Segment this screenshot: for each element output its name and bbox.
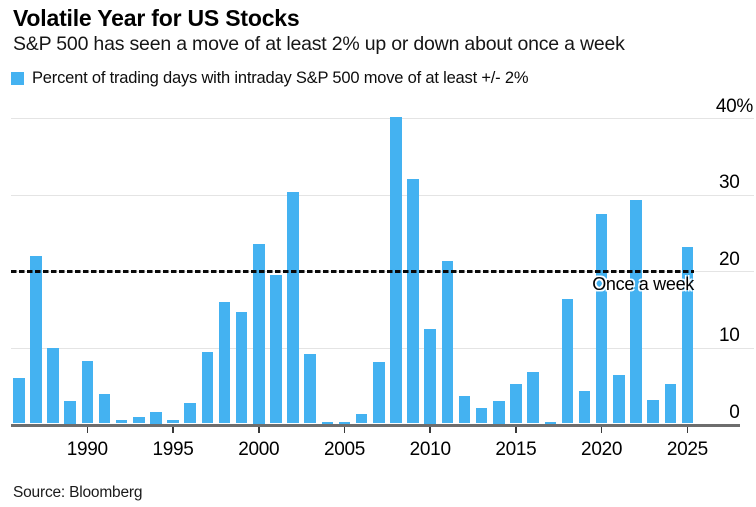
x-axis-line: [11, 423, 740, 427]
x-tick-2015: [515, 426, 517, 433]
bar-2014: [493, 400, 505, 424]
bar-1994: [150, 412, 162, 424]
x-axis-label-1995: 1995: [152, 438, 194, 460]
bar-1997: [201, 352, 214, 424]
threshold-label: Once a week: [592, 274, 694, 294]
legend: Percent of trading days with intraday S&…: [11, 69, 529, 88]
bar-2022: [630, 199, 642, 424]
bar-2001: [270, 274, 282, 424]
x-axis-label-2015: 2015: [495, 438, 537, 460]
bar-1986: [13, 378, 25, 424]
x-tick-2020: [600, 426, 603, 433]
page-title: Volatile Year for US Stocks: [13, 5, 300, 31]
x-tick-2000: [258, 426, 260, 433]
bar-2015: [510, 384, 522, 424]
bar-2004: [321, 422, 334, 424]
bar-2020: [595, 214, 608, 424]
bar-1987: [30, 255, 42, 424]
bar-1995: [167, 420, 179, 424]
bar-2019: [578, 390, 591, 424]
bar-1996: [184, 402, 196, 424]
bar-2011: [441, 261, 454, 424]
chart-subtitle: S&P 500 has seen a move of at least 2% u…: [13, 33, 625, 55]
x-tick-2025: [686, 426, 689, 433]
gridline-10: [11, 347, 754, 349]
bar-1991: [98, 393, 111, 424]
bar-2009: [407, 179, 419, 424]
source-text: Source: Bloomberg: [13, 484, 143, 501]
x-tick-1990: [86, 426, 88, 433]
y-axis-label-20: 20: [718, 248, 740, 270]
bar-2007: [373, 362, 385, 424]
x-axis-label-2025: 2025: [666, 438, 708, 460]
gridline-40: [11, 118, 754, 120]
x-axis-label-2020: 2020: [581, 438, 623, 460]
y-axis-label-0: 0: [729, 402, 740, 423]
bar-2002: [287, 192, 299, 424]
bar-2017: [544, 422, 556, 424]
y-axis-label-30: 30: [718, 172, 740, 194]
bar-1992: [115, 420, 128, 424]
bar-1998: [218, 301, 231, 424]
legend-swatch-icon: [11, 72, 24, 85]
bar-2012: [458, 395, 471, 424]
bar-2018: [561, 298, 574, 424]
y-axis-label-40: 40%: [715, 95, 753, 117]
x-tick-1995: [172, 426, 174, 433]
bar-2005: [338, 422, 351, 424]
bar-2010: [424, 328, 436, 424]
bar-2006: [355, 414, 368, 424]
once-a-week-threshold-line: [11, 270, 694, 273]
x-axis-label-2005: 2005: [323, 438, 366, 460]
bar-2024: [664, 384, 676, 424]
bar-1990: [81, 360, 93, 424]
bar-1999: [235, 311, 248, 424]
bar-2025: [681, 247, 694, 424]
bar-1993: [133, 417, 145, 424]
bar-1988: [47, 347, 59, 424]
x-axis-label-2000: 2000: [238, 438, 280, 460]
x-axis-label-1990: 1990: [66, 438, 108, 460]
bar-2000: [253, 243, 265, 424]
legend-label: Percent of trading days with intraday S&…: [32, 69, 529, 87]
x-tick-2005: [343, 426, 346, 433]
x-axis-label-2010: 2010: [409, 438, 451, 460]
bar-2021: [613, 375, 625, 424]
bar-2023: [647, 399, 659, 424]
bar-2016: [527, 372, 539, 424]
gridline-30: [11, 194, 754, 196]
bar-1989: [64, 400, 76, 424]
x-tick-2010: [429, 426, 431, 433]
bar-2003: [304, 353, 316, 424]
bar-2013: [475, 408, 488, 424]
y-axis-label-10: 10: [718, 325, 740, 347]
